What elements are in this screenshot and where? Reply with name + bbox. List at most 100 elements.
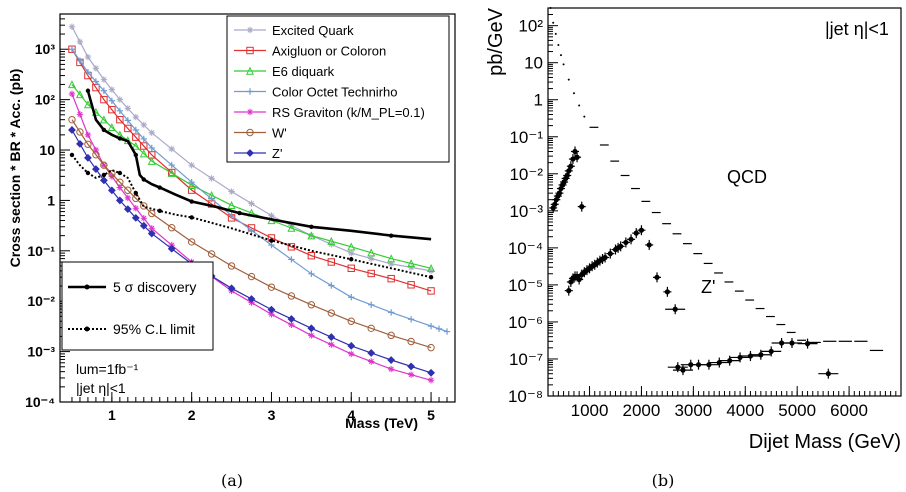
qcd-bin xyxy=(583,115,586,118)
data-point xyxy=(117,136,123,141)
data-point xyxy=(327,236,336,245)
data-point xyxy=(68,90,76,98)
data-point xyxy=(124,186,132,194)
data-point xyxy=(69,152,75,158)
x-tick-label-a: 5 xyxy=(427,407,435,423)
data-point xyxy=(68,23,76,30)
data-point xyxy=(76,128,84,136)
data-point xyxy=(237,210,242,216)
y-tick-label-b: 10 xyxy=(524,54,543,73)
legend-label: E6 diquark xyxy=(272,64,335,79)
data-point xyxy=(246,128,254,137)
data-point xyxy=(427,343,435,352)
qcd-bin xyxy=(572,92,575,95)
x-tick-label-a: 3 xyxy=(268,407,276,423)
data-point xyxy=(387,274,395,283)
data-point xyxy=(139,221,148,230)
data-point xyxy=(85,170,91,176)
data-point xyxy=(84,69,92,76)
data-point xyxy=(387,260,395,268)
data-point xyxy=(307,301,316,309)
data-point xyxy=(368,358,375,365)
x-tick-label-b: 2000 xyxy=(623,401,661,420)
data-point xyxy=(68,115,76,124)
data-point xyxy=(148,144,155,152)
data-point xyxy=(427,287,435,295)
caption-a: (a) xyxy=(221,471,243,490)
qcd-bin xyxy=(557,44,560,47)
data-point xyxy=(92,146,100,154)
caption-b: (b) xyxy=(652,471,675,490)
data-point xyxy=(246,149,254,157)
data-point xyxy=(347,242,356,251)
data-point xyxy=(100,95,108,104)
data-point xyxy=(287,223,296,232)
data-point xyxy=(347,341,356,350)
data-point xyxy=(246,108,254,116)
data-point xyxy=(407,264,415,271)
data-point xyxy=(247,272,256,281)
data-point xyxy=(348,249,355,257)
data-point xyxy=(187,186,196,194)
data-point xyxy=(116,96,124,103)
panel-b-ylabel: pb/GeV xyxy=(485,7,507,75)
data-point xyxy=(132,126,140,134)
data-point xyxy=(227,284,236,293)
qcd-bin xyxy=(554,32,557,35)
data-point xyxy=(76,57,84,64)
data-point xyxy=(187,238,196,246)
data-point xyxy=(131,141,140,150)
y-tick-label-a: 1 xyxy=(47,192,55,208)
data-point xyxy=(246,26,254,34)
data-point xyxy=(348,350,355,358)
data-point xyxy=(387,331,395,340)
data-point xyxy=(407,371,415,378)
data-point xyxy=(427,322,435,330)
data-point xyxy=(327,309,336,317)
data-point xyxy=(107,122,116,131)
y-tick-label-b: 10⁻³ xyxy=(509,202,543,221)
data-point xyxy=(228,188,235,195)
data-point xyxy=(76,38,84,46)
data-point xyxy=(168,145,175,153)
legend-label: W' xyxy=(272,126,287,141)
data-point xyxy=(141,177,146,182)
data-point xyxy=(124,124,132,133)
series-color-octet-technirho xyxy=(68,46,451,335)
data-point xyxy=(309,224,314,229)
data-point xyxy=(99,115,108,124)
data-point xyxy=(76,139,84,148)
data-point xyxy=(92,65,100,72)
y-tick-label-b: 10² xyxy=(518,17,543,36)
data-point xyxy=(168,224,176,232)
data-point xyxy=(133,152,139,158)
data-point xyxy=(407,259,416,268)
data-point xyxy=(116,115,124,124)
panel-b-x-ticks: 1000 2000 3000 4000 5000 6000 xyxy=(552,386,897,420)
data-point xyxy=(207,250,216,258)
data-point xyxy=(247,295,256,303)
y-tick-label-b: 10⁻⁶ xyxy=(508,313,543,332)
data-point xyxy=(187,180,196,189)
data-point xyxy=(92,165,100,173)
legend-label: 95% C.L limit xyxy=(113,321,195,337)
legend-label: 5 σ discovery xyxy=(113,279,196,295)
data-point xyxy=(407,316,415,323)
data-point xyxy=(147,229,156,238)
data-point xyxy=(132,133,140,141)
data-point xyxy=(140,202,148,210)
data-point xyxy=(407,362,416,371)
data-point xyxy=(248,200,255,207)
x-tick-label-a: 2 xyxy=(188,407,196,423)
panel-a-xlabel: Mass (TeV) xyxy=(345,415,418,431)
data-point xyxy=(307,251,316,260)
data-point xyxy=(407,337,415,346)
data-point xyxy=(84,131,92,139)
y-tick-label-a: 10⁻¹ xyxy=(27,243,55,259)
y-tick-label-b: 10⁻⁵ xyxy=(508,276,543,295)
data-point xyxy=(208,195,215,203)
data-point xyxy=(307,324,316,333)
panel-a-legend-bottom: 5 σ discovery 95% C.L limit xyxy=(61,261,214,351)
panel-b-series xyxy=(549,7,884,379)
data-point xyxy=(246,88,254,95)
